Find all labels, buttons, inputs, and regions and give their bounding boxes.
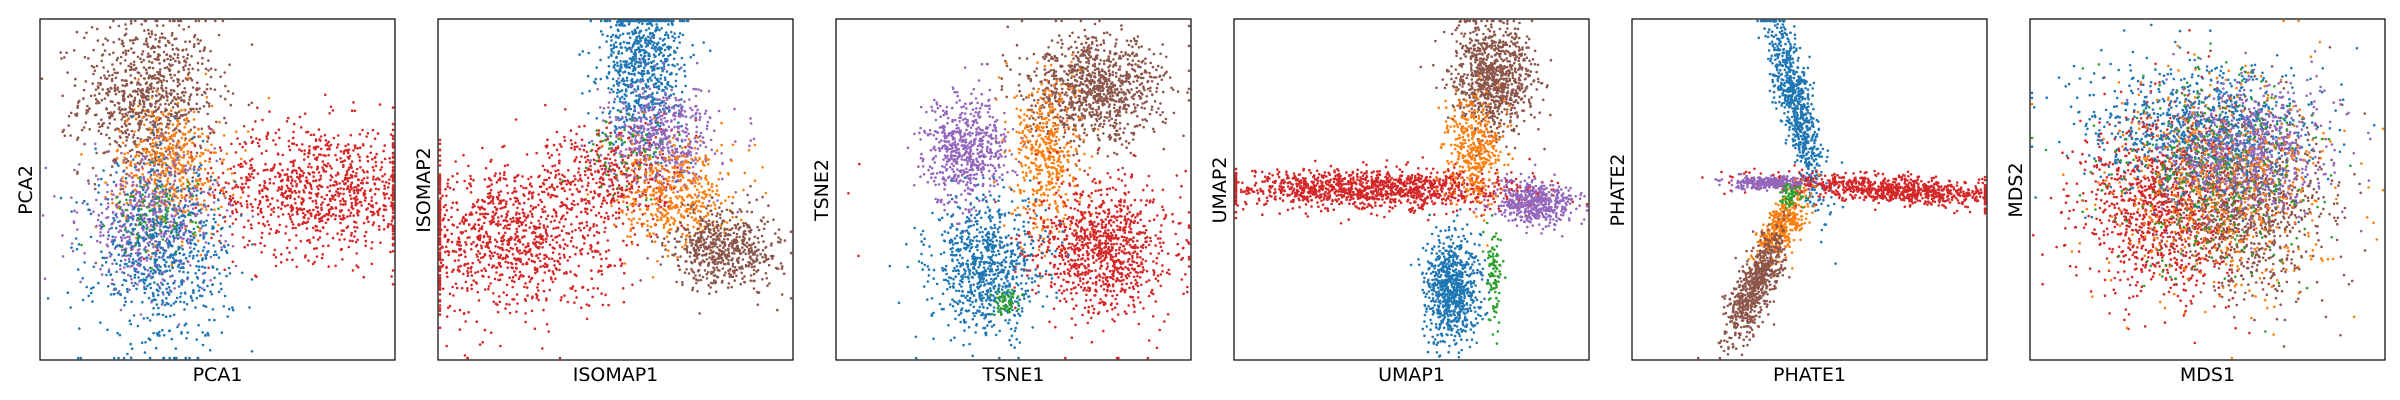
panel-tsne: TSNE1 TSNE2 [811, 18, 1192, 386]
plot-frame-phate [1631, 18, 1988, 361]
scatter-points-orange-3 [1435, 75, 1514, 247]
plot-frame-umap [1233, 18, 1590, 361]
scatter-points-green-5 [1779, 182, 1808, 210]
scatter-points-blue-4 [46, 115, 254, 360]
scatter-points-green-5 [80, 161, 220, 270]
panel-isomap: ISOMAP1 ISOMAP2 [413, 18, 794, 386]
plot-frame-tsne [835, 18, 1192, 361]
scatter-points-green-5 [2030, 42, 2352, 333]
points-pca [40, 19, 395, 360]
scatter-points-brown-0 [40, 19, 254, 265]
panel-mds: MDS1 MDS2 [2005, 18, 2386, 386]
y-axis-label-mds: MDS2 [2005, 162, 2027, 217]
scatter-points-purple-3 [2125, 50, 2372, 250]
scatter-points-purple-1 [1460, 163, 1589, 238]
plot-frame-pca [39, 18, 396, 361]
scatter-points-blue-4 [1409, 208, 1491, 359]
x-axis-label-umap: UMAP1 [1378, 364, 1445, 386]
scatter-points-red-0 [2031, 29, 2320, 345]
scatter-points-green-6 [561, 110, 681, 209]
scatter-points-brown-4 [1696, 192, 1802, 360]
scatter-points-green-5 [1481, 214, 1507, 345]
scatter-points-green-5 [989, 288, 1024, 316]
y-axis-label-isomap: ISOMAP2 [413, 147, 435, 233]
scatter-points-purple-1 [906, 62, 1026, 233]
points-mds [2030, 19, 2385, 360]
scatter-points-red-3 [994, 148, 1191, 360]
plot-frame-mds [2029, 18, 2386, 361]
points-umap [1234, 19, 1589, 359]
scatter-points-red-1 [438, 103, 670, 360]
scatter-points-orange-2 [992, 53, 1101, 280]
y-axis-label-tsne: TSNE2 [811, 159, 833, 222]
scatter-points-brown-2 [1419, 19, 1553, 157]
scatter-points-purple-3 [580, 36, 756, 214]
scatter-points-brown-1 [2124, 46, 2367, 348]
points-phate [1696, 19, 1987, 360]
x-axis-label-mds: MDS1 [2180, 364, 2235, 386]
points-isomap [438, 19, 793, 360]
scatter-points-brown-0 [986, 19, 1191, 173]
scatter-points-red-6 [847, 162, 861, 258]
scatter-points-brown-5 [639, 185, 793, 315]
scatter-points-blue-0 [1756, 19, 1845, 265]
y-axis-label-umap: UMAP2 [1209, 157, 1231, 224]
x-axis-label-pca: PCA1 [193, 364, 243, 386]
scatter-points-blue-0 [578, 19, 712, 183]
scatter-points-red-2 [513, 108, 698, 251]
scatter-points-orange-4 [2030, 19, 2385, 360]
panel-umap: UMAP1 UMAP2 [1209, 18, 1590, 386]
plot-frame-isomap [437, 18, 794, 361]
scatter-points-red-1 [142, 93, 395, 286]
x-axis-label-phate: PHATE1 [1773, 364, 1846, 386]
scatter-points-red-0 [1234, 156, 1589, 225]
panel-pca: PCA1 PCA2 [15, 18, 396, 386]
x-axis-label-tsne: TSNE1 [982, 364, 1045, 386]
x-axis-label-isomap: ISOMAP1 [573, 364, 659, 386]
scatter-points-purple-2 [1714, 172, 1818, 194]
y-axis-label-phate: PHATE2 [1607, 154, 1629, 227]
panel-phate: PHATE1 PHATE2 [1607, 18, 1988, 386]
points-tsne [847, 19, 1191, 360]
y-axis-label-pca: PCA2 [15, 165, 37, 215]
